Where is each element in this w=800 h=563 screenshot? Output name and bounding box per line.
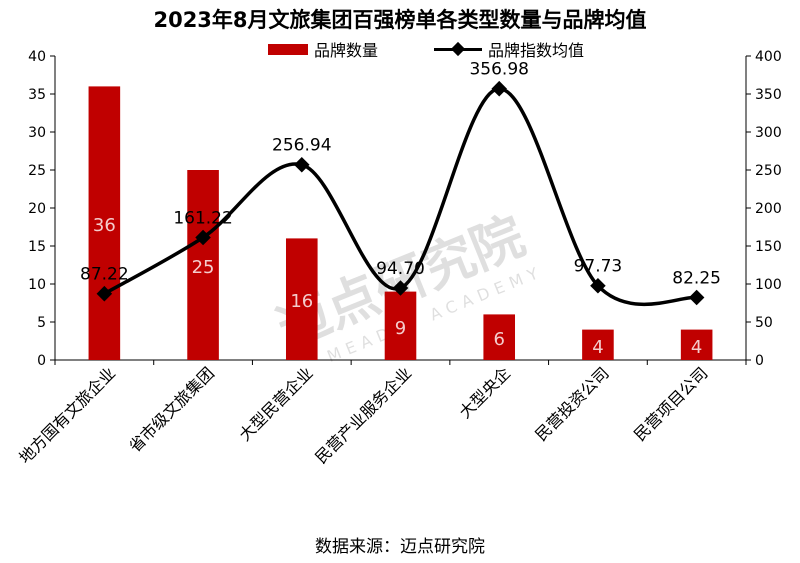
y-right-tick-label: 200 xyxy=(755,201,782,217)
line-point xyxy=(491,80,507,97)
bar-value-label: 16 xyxy=(290,291,313,312)
y-left-tick-label: 40 xyxy=(28,49,46,65)
bar-value-label: 9 xyxy=(395,318,406,339)
y-right-tick-label: 50 xyxy=(755,315,773,331)
y-left-tick-label: 30 xyxy=(28,125,46,141)
x-tick-label: 大型央企 xyxy=(455,363,514,422)
line-point xyxy=(195,229,211,246)
y-left-tick-label: 10 xyxy=(28,277,46,293)
line-value-label: 87.22 xyxy=(80,265,129,285)
x-tick-label: 民营项目公司 xyxy=(630,363,711,444)
x-tick-label: 省市级文旅集团 xyxy=(125,363,218,456)
line-value-label: 356.98 xyxy=(469,60,528,80)
x-tick-label: 地方国有文旅企业 xyxy=(15,363,119,467)
line-value-label: 94.70 xyxy=(376,259,425,279)
legend-line: 品牌指数均值 xyxy=(434,38,584,60)
bar xyxy=(384,291,417,360)
y-right-tick-label: 350 xyxy=(755,87,782,103)
line-value-label: 256.94 xyxy=(272,136,331,156)
bar xyxy=(680,329,713,360)
line-value-label: 82.25 xyxy=(672,268,721,288)
y-right-tick-label: 400 xyxy=(755,49,782,65)
y-left-tick-label: 15 xyxy=(28,239,46,255)
series-line xyxy=(103,86,697,307)
y-right-tick-label: 150 xyxy=(755,239,782,255)
line-value-label: 161.22 xyxy=(173,208,232,228)
bar-value-label: 25 xyxy=(192,257,215,278)
bars-group xyxy=(88,86,713,361)
source-note: 数据来源：迈点研究院 xyxy=(315,537,485,557)
legend-line-swatch xyxy=(434,42,482,56)
bar xyxy=(483,314,516,360)
bar xyxy=(582,329,614,360)
y-right-tick-label: 0 xyxy=(755,353,764,369)
bar xyxy=(285,238,318,360)
line-value-label: 97.73 xyxy=(574,257,623,277)
y-left-tick-label: 20 xyxy=(28,201,46,217)
legend-line-label: 品牌指数均值 xyxy=(488,41,585,60)
y-right-tick-label: 300 xyxy=(755,125,782,141)
bar xyxy=(88,86,121,361)
labels-group: 36 25 16 9 6 4 4 87.22 161.22 256.94 94.70 356.98 97… xyxy=(80,60,721,358)
bar-value-label: 4 xyxy=(691,337,702,358)
line-point xyxy=(688,289,705,306)
line-group xyxy=(96,80,705,307)
y-right-tick-label: 100 xyxy=(755,277,782,293)
y-right-tick-label: 250 xyxy=(755,163,782,179)
x-tick-label: 大型民营企业 xyxy=(235,363,316,444)
bar-value-label: 6 xyxy=(493,329,504,350)
y-left-tick-label: 0 xyxy=(37,353,46,369)
y-left-tick-label: 5 xyxy=(37,315,46,331)
line-point xyxy=(294,156,310,173)
legend-bar-label: 品牌数量 xyxy=(314,41,379,60)
y-left-tick-label: 35 xyxy=(28,87,46,103)
bar xyxy=(187,170,219,360)
y-left-tick-label: 25 xyxy=(28,163,46,179)
bar-value-label: 36 xyxy=(93,215,116,236)
legend-bar: 品牌数量 xyxy=(268,38,378,60)
x-tick-label: 民营产业服务企业 xyxy=(311,363,415,467)
legend-bar-swatch xyxy=(268,43,308,55)
x-tick-label: 民营投资公司 xyxy=(531,363,612,444)
chart-title: 2023年8月文旅集团百强榜单各类型数量与品牌均值 xyxy=(153,8,647,32)
bar-value-label: 4 xyxy=(592,337,603,358)
